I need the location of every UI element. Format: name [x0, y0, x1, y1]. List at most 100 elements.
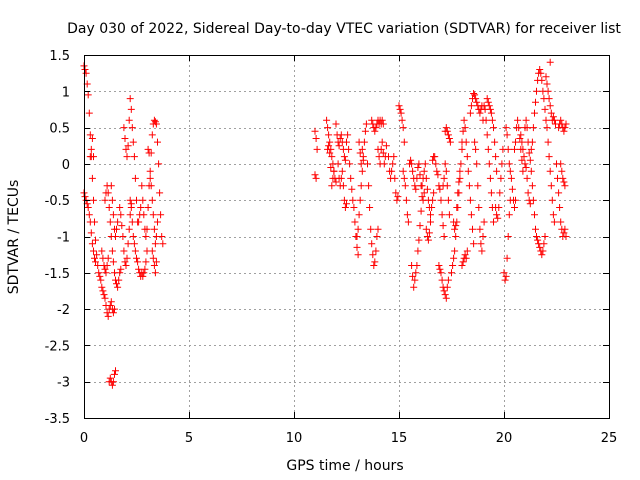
data-point — [409, 272, 417, 280]
data-point — [501, 276, 509, 284]
data-point — [417, 207, 425, 215]
data-point — [86, 218, 94, 226]
data-point — [438, 211, 446, 219]
data-point — [365, 182, 373, 190]
data-point — [458, 262, 466, 269]
data-point — [524, 189, 532, 197]
data-point — [101, 294, 109, 302]
data-point — [558, 167, 566, 175]
data-point — [141, 265, 149, 273]
data-point — [471, 138, 479, 146]
data-point — [515, 124, 523, 132]
data-point — [112, 367, 119, 375]
grid — [84, 55, 609, 418]
data-point — [423, 185, 431, 193]
data-point — [475, 204, 483, 211]
data-point — [344, 131, 352, 139]
data-point — [437, 196, 445, 204]
data-point — [159, 240, 167, 248]
data-point — [126, 95, 134, 103]
data-point — [372, 124, 380, 132]
data-point — [470, 90, 478, 97]
data-point — [340, 153, 348, 161]
data-point — [541, 233, 549, 240]
data-point — [507, 174, 515, 182]
data-point — [346, 160, 354, 168]
data-point — [521, 160, 529, 168]
data-point — [150, 225, 158, 233]
data-point — [135, 265, 143, 273]
data-point — [445, 211, 453, 219]
data-point — [493, 167, 501, 175]
data-point — [345, 145, 353, 153]
data-point — [151, 269, 159, 277]
data-point — [529, 196, 537, 204]
data-point — [442, 167, 450, 175]
x-tick-label: 20 — [496, 431, 513, 446]
data-point — [490, 218, 497, 226]
data-point — [328, 182, 336, 190]
data-point — [482, 116, 490, 124]
data-point — [155, 160, 163, 168]
data-point — [323, 116, 331, 124]
data-point — [500, 269, 508, 277]
data-point — [148, 131, 156, 139]
data-point — [399, 167, 407, 175]
data-point — [518, 138, 526, 146]
data-point — [117, 265, 125, 273]
data-point — [353, 243, 361, 251]
data-point — [502, 272, 510, 280]
data-point — [497, 174, 505, 182]
data-point — [544, 87, 552, 95]
data-point — [498, 160, 506, 168]
data-point — [382, 142, 390, 150]
data-point — [133, 254, 140, 262]
data-point — [368, 116, 376, 124]
x-tick-label: 15 — [391, 431, 408, 446]
data-point — [471, 91, 479, 99]
y-tick-label: -3 — [57, 376, 70, 391]
data-point — [461, 124, 469, 132]
data-point — [430, 189, 438, 197]
data-point — [131, 174, 139, 182]
data-point — [111, 370, 118, 378]
data-point — [113, 225, 120, 233]
data-point — [398, 116, 406, 124]
data-point — [436, 185, 444, 193]
data-point — [472, 95, 480, 103]
data-point — [408, 160, 416, 168]
data-point — [142, 233, 150, 240]
data-point — [326, 138, 334, 146]
data-point — [357, 160, 365, 168]
data-point — [477, 240, 485, 248]
data-point — [440, 287, 448, 295]
data-point — [379, 149, 387, 157]
data-point — [374, 225, 382, 233]
data-point — [368, 240, 376, 248]
data-point — [449, 262, 457, 269]
data-point — [369, 251, 377, 259]
data-point — [324, 145, 332, 153]
data-point — [473, 160, 481, 168]
data-point — [99, 287, 107, 295]
data-point — [549, 211, 557, 219]
data-point — [311, 171, 319, 179]
data-point — [516, 135, 524, 142]
data-point — [546, 167, 554, 175]
data-point — [150, 262, 158, 269]
y-tick-labels: 1.5 1 0.5 0 -0.5 -1 -1.5 -2 -2.5 -3 -3.5 — [45, 49, 70, 427]
data-point — [85, 109, 93, 117]
data-point — [409, 167, 417, 175]
data-point — [519, 145, 527, 153]
data-point — [135, 218, 143, 226]
data-point — [443, 127, 451, 135]
data-point — [443, 283, 451, 291]
data-point — [329, 174, 337, 182]
data-point — [94, 262, 102, 269]
data-point — [452, 233, 460, 240]
data-point — [441, 160, 449, 168]
data-point — [400, 138, 408, 146]
data-point — [397, 109, 405, 117]
data-point — [485, 102, 493, 110]
data-point — [125, 225, 133, 233]
